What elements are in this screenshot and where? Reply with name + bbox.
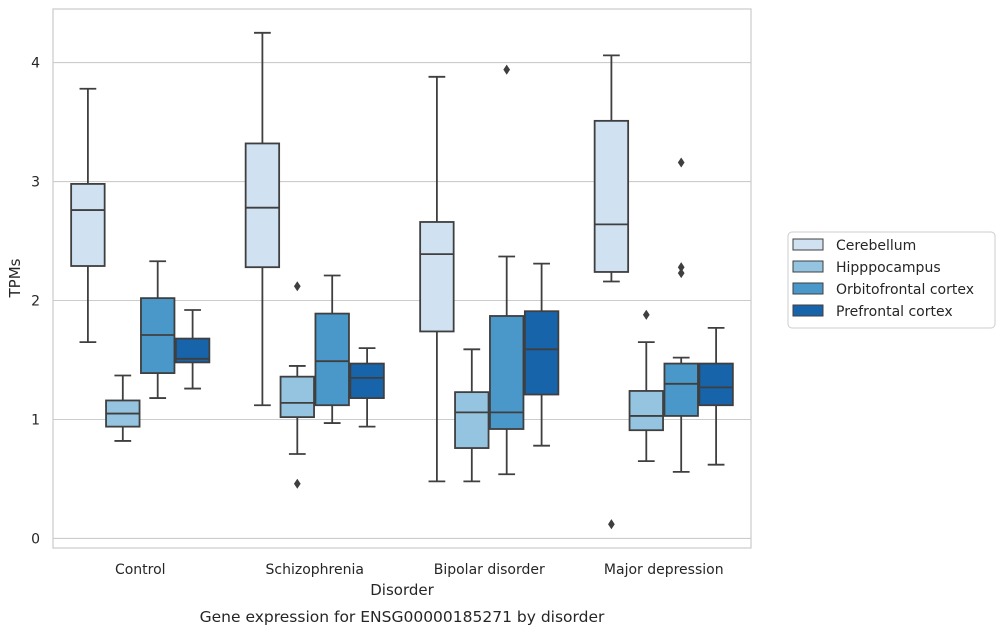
- box-prefrontal-cortex-1: [349, 347, 385, 428]
- box-iqr: [489, 315, 525, 430]
- box-cerebellum-2: [419, 75, 455, 483]
- x-tick-label: Bipolar disorder: [434, 562, 545, 578]
- y-tick-label: 3: [31, 175, 40, 191]
- box-iqr: [628, 390, 664, 432]
- box-hipppocampus-3: [628, 309, 664, 463]
- plot-frame: [52, 8, 752, 549]
- legend-entry: Hipppocampus: [836, 260, 941, 276]
- box-cerebellum-0: [70, 87, 106, 344]
- box-iqr: [314, 312, 350, 407]
- box-iqr: [663, 362, 699, 417]
- y-axis-label: TPMs: [6, 258, 24, 298]
- outlier-point: [642, 309, 650, 320]
- y-tick-label: 2: [31, 294, 40, 310]
- outlier-point: [677, 262, 685, 273]
- box-prefrontal-cortex-2: [523, 262, 560, 447]
- outlier-point: [608, 519, 615, 530]
- y-tick-label: 4: [31, 56, 40, 72]
- x-tick-label: Control: [115, 562, 166, 578]
- legend-entry: Orbitofrontal cortex: [836, 282, 974, 298]
- box-iqr: [279, 375, 315, 419]
- y-tick-labels: 0 1 2 3 4: [31, 56, 40, 548]
- legend-entry: Prefrontal cortex: [836, 304, 953, 320]
- box-hipppocampus-2: [454, 348, 490, 483]
- box-orbitofrontal-cortex-2: [489, 64, 525, 476]
- legend: Cerebellum Hipppocampus Orbitofrontal cort…: [787, 231, 996, 329]
- x-tick-label: Major depression: [604, 562, 724, 578]
- box-hipppocampus-1: [279, 281, 315, 489]
- outlier-point: [293, 281, 301, 292]
- box-cerebellum-1: [244, 31, 281, 407]
- box-iqr: [70, 183, 106, 267]
- box-iqr: [419, 221, 455, 333]
- box-orbitofrontal-cortex-3: [663, 157, 699, 473]
- legend-frame: [787, 231, 996, 329]
- legend-swatch: [792, 282, 824, 295]
- outlier-point: [677, 157, 685, 168]
- box-iqr: [454, 391, 490, 449]
- chart-caption: Gene expression for ENSG00000185271 by d…: [200, 608, 605, 626]
- legend-swatch: [792, 260, 824, 273]
- outlier-point: [503, 64, 511, 75]
- x-axis-label: Disorder: [370, 581, 434, 599]
- outlier-point: [677, 268, 685, 279]
- box-prefrontal-cortex-3: [698, 326, 734, 466]
- box-cerebellum-3: [593, 54, 630, 530]
- box-iqr: [174, 337, 211, 364]
- box-orbitofrontal-cortex-0: [140, 260, 176, 399]
- outlier-point: [293, 478, 301, 489]
- box-iqr: [349, 362, 385, 399]
- y-tick-label: 0: [31, 531, 40, 547]
- x-tick-label: Schizophrenia: [266, 562, 364, 578]
- box-iqr: [593, 119, 630, 273]
- box-series: [70, 31, 734, 530]
- legend-swatch: [792, 238, 824, 251]
- box-iqr: [698, 362, 734, 407]
- legend-swatch: [792, 304, 824, 317]
- legend-entry: Cerebellum: [836, 238, 916, 254]
- y-tick-label: 1: [31, 412, 40, 428]
- box-orbitofrontal-cortex-1: [314, 274, 350, 424]
- box-iqr: [523, 310, 560, 396]
- box-hipppocampus-0: [105, 374, 141, 442]
- box-prefrontal-cortex-0: [174, 309, 211, 390]
- box-iqr: [244, 142, 281, 269]
- x-tick-labels: Control Schizophrenia Bipolar disorder Majo…: [115, 562, 724, 578]
